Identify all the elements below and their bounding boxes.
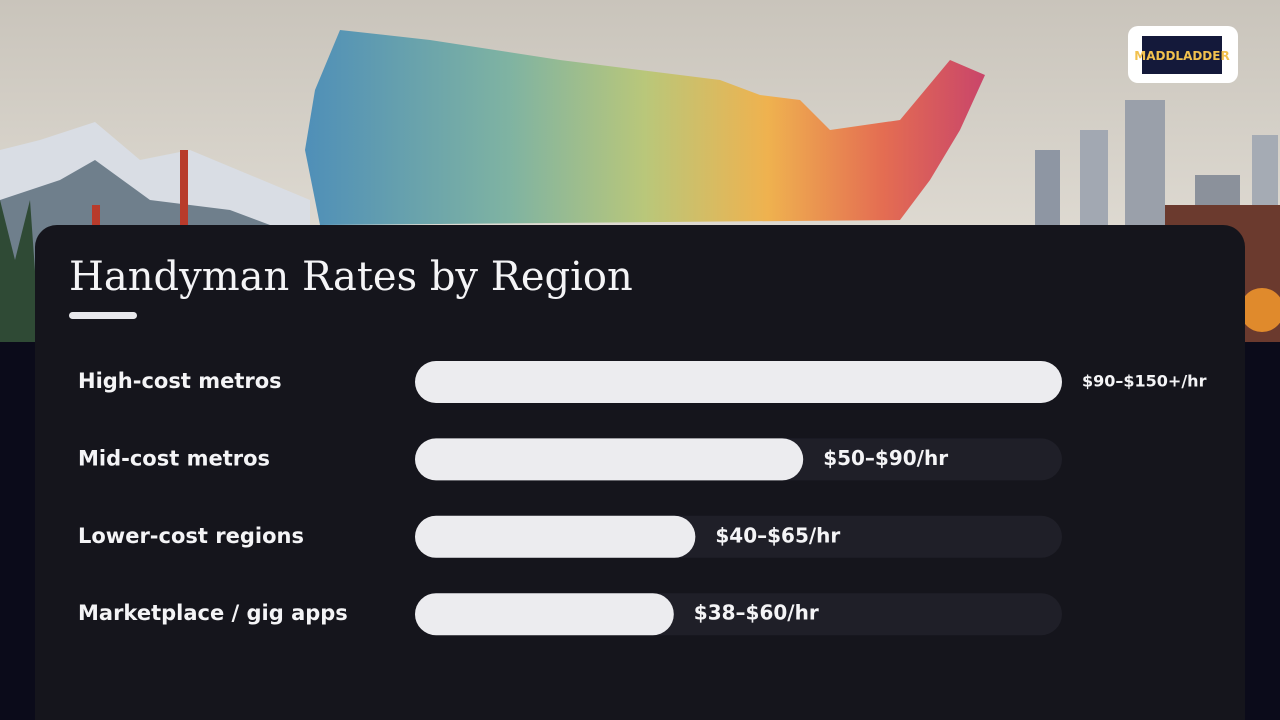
value-label: $50–$90/hr bbox=[823, 446, 948, 470]
bar bbox=[415, 361, 1062, 403]
logo-text: MADDLADDER bbox=[1134, 49, 1229, 63]
bar bbox=[415, 515, 696, 558]
category-label: High-cost metros bbox=[78, 369, 282, 393]
bar bbox=[415, 593, 674, 636]
category-label: Marketplace / gig apps bbox=[78, 601, 348, 625]
value-label: $90–$150+/hr bbox=[1082, 372, 1207, 391]
category-label: Mid-cost metros bbox=[78, 446, 270, 470]
category-label: Lower-cost regions bbox=[78, 524, 304, 548]
bar bbox=[415, 438, 804, 481]
value-label: $38–$60/hr bbox=[694, 601, 819, 625]
chart-title: Handyman Rates by Region bbox=[69, 254, 633, 300]
logo-badge: MADDLADDER bbox=[1128, 26, 1238, 83]
title-underline bbox=[69, 312, 137, 319]
bar-chart: High-cost metros $90–$150+/hr Mid-cost met… bbox=[78, 361, 1207, 636]
value-label: $40–$65/hr bbox=[715, 523, 840, 547]
